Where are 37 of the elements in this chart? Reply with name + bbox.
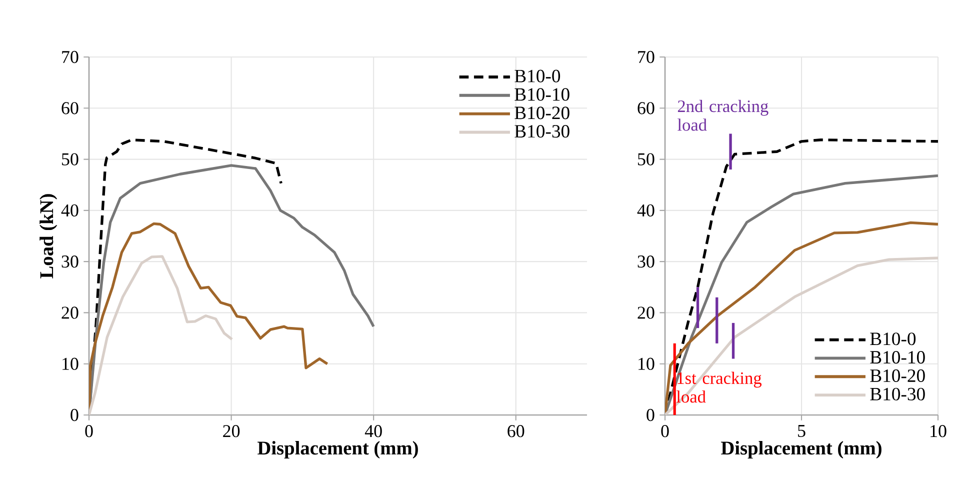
legend-label: B10-30 [870,388,925,400]
y-tick-label: 40 [61,204,78,216]
x-axis-title: Displacement (mm) [258,441,418,459]
x-axis-title: Displacement (mm) [721,441,882,459]
y-tick-label: 60 [62,102,78,114]
annotation: 2nd cracking load [678,100,768,131]
y-tick-label: 0 [70,408,78,422]
y-tick-label: 10 [638,358,654,370]
legend-label: B10-10 [514,88,570,101]
x-tick-label: 0 [85,425,93,438]
y-tick-label: 60 [638,102,654,114]
legend-label: B10-20 [514,106,570,120]
y-axis-title: Load (kN) [40,194,58,278]
y-tick-label: 20 [638,306,654,319]
y-tick-label: 0 [646,408,654,422]
x-tick-label: 5 [798,425,806,437]
y-tick-label: 40 [637,204,654,216]
y-tick-label: 70 [638,50,654,64]
line-series [89,255,234,415]
y-tick-label: 70 [62,50,78,64]
x-tick-label: 0 [661,425,669,438]
x-tick-label: 10 [930,425,946,438]
legend-label: B10-0 [514,70,560,82]
annotation: 1st cracking load [676,372,762,403]
legend-label: B10-30 [514,125,570,138]
y-tick-label: 10 [62,358,78,370]
y-tick-label: 50 [62,153,78,166]
y-tick-label: 30 [638,255,654,268]
legend-label: B10-0 [870,332,916,346]
x-tick-label: 20 [223,425,240,438]
y-tick-label: 30 [62,255,78,268]
x-tick-label: 40 [364,425,382,438]
x-tick-label: 60 [508,425,524,438]
y-tick-label: 20 [62,306,78,319]
y-tick-label: 50 [638,153,654,166]
legend-label: B10-10 [870,350,925,364]
legend-label: B10-20 [870,369,925,382]
